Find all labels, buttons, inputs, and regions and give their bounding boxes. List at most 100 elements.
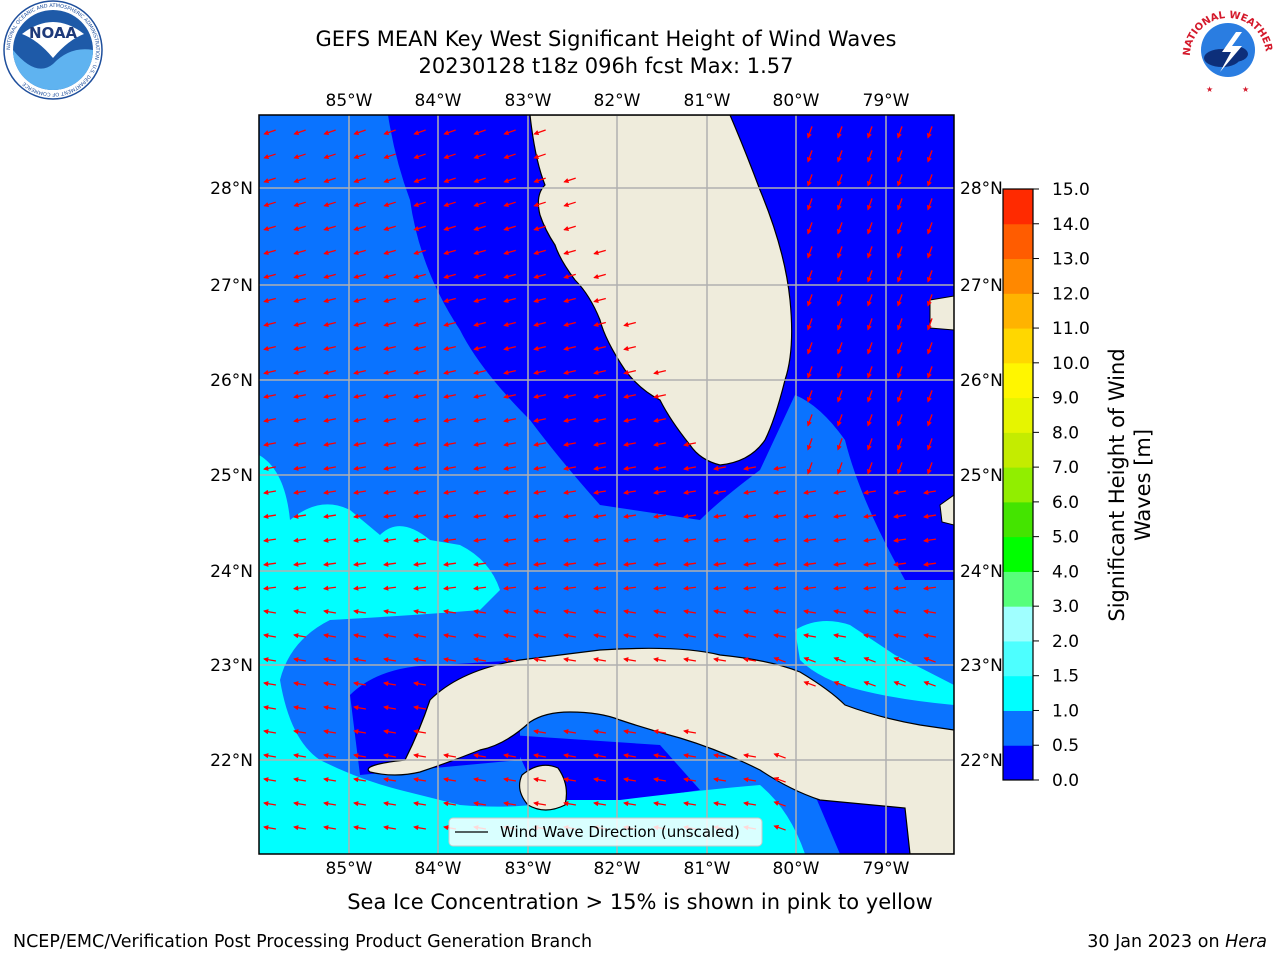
wave-direction-arrow bbox=[323, 753, 337, 759]
wave-direction-arrow bbox=[323, 417, 337, 423]
wave-direction-arrow bbox=[923, 513, 937, 519]
wave-direction-arrow bbox=[293, 393, 306, 399]
wave-direction-arrow bbox=[866, 294, 873, 307]
wave-direction-arrow bbox=[926, 294, 933, 307]
wave-direction-arrow bbox=[473, 249, 486, 256]
wave-direction-arrow bbox=[926, 150, 933, 163]
wave-direction-arrow bbox=[533, 585, 547, 591]
colorbar-tick-label: 12.0 bbox=[1052, 284, 1090, 304]
wave-direction-arrow bbox=[293, 585, 307, 591]
colorbar-tick-label: 14.0 bbox=[1052, 215, 1090, 235]
wave-direction-arrow bbox=[383, 321, 396, 327]
wave-direction-arrow bbox=[263, 249, 276, 256]
colorbar-segment bbox=[1003, 640, 1033, 677]
wave-direction-arrow bbox=[443, 297, 456, 303]
wave-direction-arrow bbox=[383, 561, 397, 567]
wave-direction-arrow bbox=[863, 537, 877, 543]
wave-direction-arrow bbox=[593, 249, 606, 256]
wave-direction-arrow bbox=[263, 801, 277, 807]
lat-tick-right: 26°N bbox=[960, 371, 1003, 391]
wave-direction-arrow bbox=[803, 537, 817, 543]
lon-tick-top: 85°W bbox=[326, 91, 373, 111]
wave-direction-arrow bbox=[293, 345, 306, 351]
wave-direction-arrow bbox=[293, 657, 307, 663]
wave-direction-arrow bbox=[683, 657, 697, 663]
wave-direction-arrow bbox=[773, 609, 787, 615]
wave-direction-arrow bbox=[713, 513, 727, 519]
wave-direction-arrow bbox=[836, 366, 843, 379]
wave-direction-arrow bbox=[443, 369, 456, 375]
wave-direction-arrow bbox=[866, 462, 873, 475]
wave-direction-arrow bbox=[323, 273, 336, 279]
wave-direction-arrow bbox=[926, 198, 933, 211]
wave-direction-arrow bbox=[413, 297, 426, 303]
wave-direction-arrow bbox=[383, 393, 396, 399]
wave-direction-arrow bbox=[413, 369, 426, 375]
wave-direction-arrow bbox=[836, 390, 843, 403]
wave-direction-arrow bbox=[623, 561, 637, 567]
wave-direction-arrow bbox=[896, 222, 903, 235]
wave-direction-arrow bbox=[353, 345, 366, 351]
wave-direction-arrow bbox=[293, 153, 306, 160]
lat-tick-right: 22°N bbox=[960, 751, 1003, 771]
wave-direction-arrow bbox=[503, 129, 516, 136]
wave-direction-arrow bbox=[383, 657, 397, 663]
wave-direction-arrow bbox=[263, 369, 276, 375]
colorbar-segment bbox=[1003, 745, 1033, 781]
wave-direction-arrow bbox=[293, 753, 307, 759]
wave-direction-arrow bbox=[533, 513, 547, 519]
wave-direction-arrow bbox=[473, 465, 487, 471]
wave-direction-arrow bbox=[383, 513, 397, 519]
wave-direction-arrow bbox=[533, 345, 546, 351]
wave-direction-arrow bbox=[473, 201, 486, 208]
wave-direction-arrow bbox=[743, 609, 757, 615]
wave-direction-arrow bbox=[503, 249, 516, 256]
wave-direction-arrow bbox=[833, 585, 847, 591]
wave-direction-arrow bbox=[593, 417, 607, 423]
wave-direction-arrow bbox=[863, 585, 877, 591]
wave-direction-arrow bbox=[473, 489, 487, 495]
colorbar-segment bbox=[1003, 189, 1033, 225]
wave-direction-arrow bbox=[293, 417, 307, 423]
wave-direction-arrow bbox=[413, 585, 427, 591]
wave-direction-arrow bbox=[926, 462, 933, 475]
wave-direction-arrow bbox=[806, 318, 813, 331]
wave-direction-arrow bbox=[443, 417, 457, 423]
wave-direction-arrow bbox=[353, 417, 367, 423]
wave-direction-arrow bbox=[593, 513, 607, 519]
wave-direction-arrow bbox=[353, 177, 366, 184]
wave-direction-arrow bbox=[803, 680, 816, 687]
wave-direction-arrow bbox=[353, 153, 366, 160]
wave-direction-arrow bbox=[413, 537, 427, 543]
wave-direction-arrow bbox=[533, 465, 547, 471]
wave-direction-arrow bbox=[323, 825, 337, 831]
wave-direction-arrow bbox=[803, 656, 816, 663]
wave-direction-arrow bbox=[923, 680, 936, 687]
wave-direction-arrow bbox=[293, 777, 307, 783]
wave-direction-arrow bbox=[503, 393, 516, 399]
wave-direction-arrow bbox=[683, 729, 697, 735]
wave-direction-arrow bbox=[533, 753, 547, 759]
wave-direction-arrow bbox=[293, 825, 307, 831]
wave-direction-arrow bbox=[383, 777, 397, 783]
wave-direction-arrow bbox=[623, 609, 637, 615]
wave-direction-arrow bbox=[323, 609, 337, 615]
wave-direction-arrow bbox=[263, 681, 277, 687]
wave-direction-arrow bbox=[413, 657, 427, 663]
wave-direction-arrow bbox=[533, 729, 547, 735]
wave-direction-arrow bbox=[533, 393, 546, 399]
wave-direction-arrow bbox=[323, 681, 337, 687]
wave-direction-arrow bbox=[713, 633, 727, 639]
wave-direction-arrow bbox=[653, 801, 667, 807]
wave-direction-arrow bbox=[443, 585, 457, 591]
wave-direction-arrow bbox=[293, 249, 306, 256]
wave-direction-arrow bbox=[443, 537, 457, 543]
wave-direction-arrow bbox=[896, 294, 903, 307]
wave-direction-arrow bbox=[413, 609, 427, 615]
wave-direction-arrow bbox=[836, 318, 843, 331]
wave-direction-arrow bbox=[383, 129, 396, 136]
wave-band-1.0-1.5-west bbox=[259, 455, 805, 854]
wave-direction-arrow bbox=[923, 585, 937, 591]
wave-direction-arrow bbox=[473, 561, 487, 567]
wave-direction-arrow bbox=[473, 129, 486, 136]
